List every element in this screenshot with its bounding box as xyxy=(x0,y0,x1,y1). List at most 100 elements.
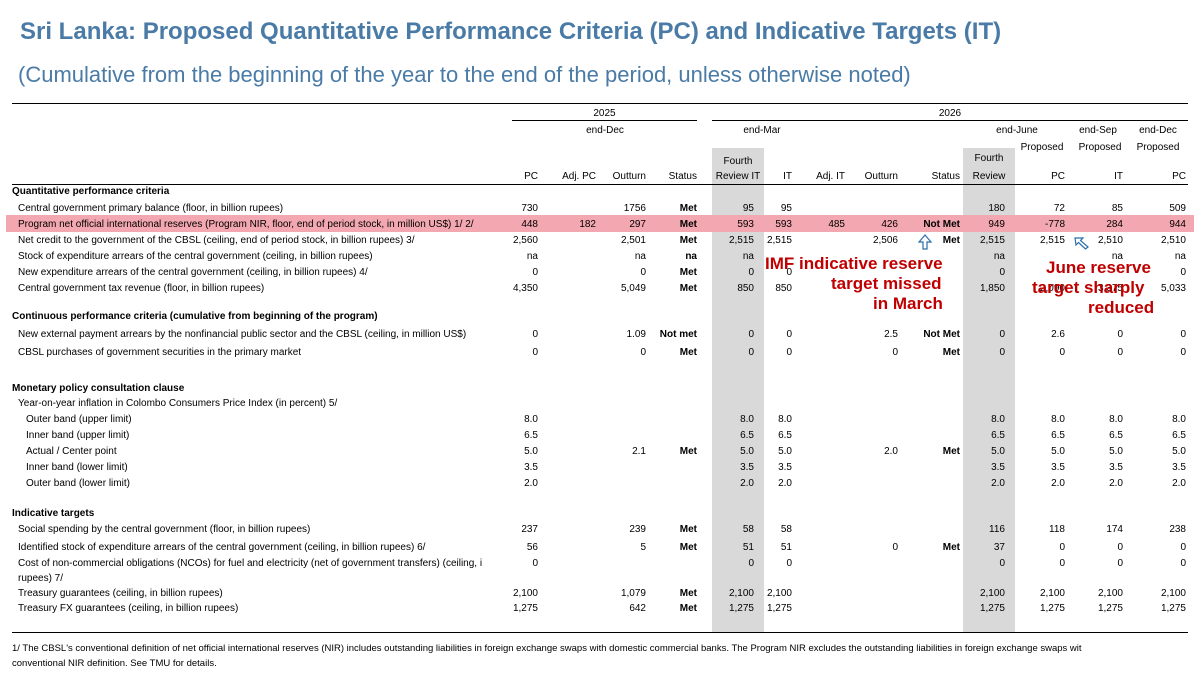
cell-r2-c11: 284 xyxy=(1106,219,1123,230)
cell-r14-c2: 2.1 xyxy=(632,446,646,457)
cell-r6-c12: 5,033 xyxy=(1160,283,1186,294)
period-end-mar: end-Mar xyxy=(743,125,781,136)
cell-r18-c2: 239 xyxy=(629,524,646,535)
cell-r3-c8: Met xyxy=(942,235,960,246)
proposed-june: Proposed xyxy=(1020,142,1064,153)
arrow-up-left-icon xyxy=(1074,237,1089,250)
cell-r6-c4: 850 xyxy=(737,283,754,294)
row-label-1: Central government primary balance (floo… xyxy=(18,203,284,214)
cell-r6-c10: 2,090 xyxy=(1039,283,1065,294)
cell-r4-c0: na xyxy=(526,251,538,262)
cell-r3-c0: 2,560 xyxy=(512,235,538,246)
row-label-13: Inner band (upper limit) xyxy=(26,430,130,441)
row-label-10: Monetary policy consultation clause xyxy=(12,383,185,394)
cell-r14-c11: 5.0 xyxy=(1109,446,1123,457)
cell-r3-c9: 2,515 xyxy=(979,235,1005,246)
cell-r2-c4: 593 xyxy=(737,219,754,230)
cell-r14-c10: 5.0 xyxy=(1051,446,1065,457)
row-label-21: rupees) 7/ xyxy=(18,573,64,584)
cell-r14-c9: 5.0 xyxy=(991,446,1005,457)
cell-r13-c5: 6.5 xyxy=(778,430,792,441)
cell-r18-c0: 237 xyxy=(521,524,538,535)
period-end-june: end-June xyxy=(996,125,1038,136)
cell-r20-c4: 0 xyxy=(748,558,754,569)
cell-r16-c5: 2.0 xyxy=(778,478,792,489)
col-header-5: IT xyxy=(783,171,792,182)
cell-r23-c11: 1,275 xyxy=(1097,603,1123,614)
cell-r3-c5: 2,515 xyxy=(766,235,792,246)
cell-r8-c3: Not met xyxy=(659,329,697,340)
cell-r4-c9: na xyxy=(993,251,1005,262)
cell-r22-c4: 2,100 xyxy=(728,588,754,599)
cell-r15-c11: 3.5 xyxy=(1109,462,1123,473)
col-header-10: PC xyxy=(1051,171,1065,182)
cell-r9-c5: 0 xyxy=(786,347,792,358)
cell-r22-c12: 2,100 xyxy=(1160,588,1186,599)
cell-r9-c11: 0 xyxy=(1117,347,1123,358)
cell-r19-c11: 0 xyxy=(1117,542,1123,553)
rule-2026 xyxy=(712,120,1188,121)
cell-r13-c9: 6.5 xyxy=(991,430,1005,441)
cell-r18-c11: 174 xyxy=(1106,524,1123,535)
annotation-june-line2: target sharply xyxy=(1032,278,1145,297)
cell-r8-c2: 1.09 xyxy=(626,329,646,340)
cell-r14-c12: 5.0 xyxy=(1172,446,1186,457)
row-label-5: New expenditure arrears of the central g… xyxy=(18,267,368,278)
cell-r9-c10: 0 xyxy=(1059,347,1065,358)
period-end-dec-2025: end-Dec xyxy=(586,125,624,136)
cell-r14-c4: 5.0 xyxy=(740,446,754,457)
row-label-9: CBSL purchases of government securities … xyxy=(18,347,302,358)
col-header-3: Status xyxy=(668,171,697,182)
row-label-15: Inner band (lower limit) xyxy=(26,462,128,473)
cell-r1-c4: 95 xyxy=(742,203,754,214)
cell-r8-c8: Not Met xyxy=(923,329,960,340)
cell-r15-c10: 3.5 xyxy=(1051,462,1065,473)
cell-r6-c0: 4,350 xyxy=(512,283,538,294)
cell-r9-c4: 0 xyxy=(748,347,754,358)
row-label-17: Indicative targets xyxy=(12,508,95,519)
cell-r18-c5: 58 xyxy=(780,524,792,535)
annotation-june-line1: June reserve xyxy=(1046,258,1151,277)
cell-r14-c0: 5.0 xyxy=(524,446,538,457)
cell-r8-c7: 2.5 xyxy=(884,329,898,340)
cell-r2-c9: 949 xyxy=(988,219,1005,230)
cell-r6-c3: Met xyxy=(679,283,697,294)
cell-r14-c8: Met xyxy=(942,446,960,457)
col-header-1: Adj. PC xyxy=(562,171,596,182)
cell-r1-c5: 95 xyxy=(780,203,792,214)
cell-r20-c12: 0 xyxy=(1180,558,1186,569)
row-label-14: Actual / Center point xyxy=(26,446,117,457)
cell-r2-c8: Not Met xyxy=(923,219,960,230)
footnote-line1: 1/ The CBSL's conventional definition of… xyxy=(12,643,1082,654)
cell-r23-c2: 642 xyxy=(629,603,646,614)
row-label-7: Continuous performance criteria (cumulat… xyxy=(12,311,378,322)
cell-r4-c4: na xyxy=(742,251,754,262)
cell-r16-c11: 2.0 xyxy=(1109,478,1123,489)
cell-r8-c4: 0 xyxy=(748,329,754,340)
col-header-6: Adj. IT xyxy=(816,171,845,182)
annotation-june-line3: reduced xyxy=(1088,298,1155,317)
cell-r22-c2: 1,079 xyxy=(620,588,646,599)
cell-r18-c10: 118 xyxy=(1049,524,1065,535)
cell-r3-c11: 2,510 xyxy=(1097,235,1123,246)
cell-r1-c12: 509 xyxy=(1169,203,1186,214)
cell-r6-c11: 3,375 xyxy=(1097,283,1123,294)
cell-r5-c4: 0 xyxy=(748,267,754,278)
cell-r13-c11: 6.5 xyxy=(1109,430,1123,441)
period-end-dec-2026: end-Dec xyxy=(1139,125,1177,136)
cell-r20-c0: 0 xyxy=(532,558,538,569)
col-header-7: Outturn xyxy=(864,171,898,182)
cell-r16-c12: 2.0 xyxy=(1172,478,1186,489)
cell-r4-c2: na xyxy=(634,251,646,262)
cell-r3-c4: 2,515 xyxy=(728,235,754,246)
cell-r20-c9: 0 xyxy=(999,558,1005,569)
cell-r20-c11: 0 xyxy=(1117,558,1123,569)
cell-r19-c3: Met xyxy=(679,542,697,553)
annotation-march-line1: IMF indicative reserve xyxy=(765,254,943,273)
cell-r9-c7: 0 xyxy=(892,347,898,358)
cell-r2-c1: 182 xyxy=(579,219,596,230)
cell-r8-c10: 2.6 xyxy=(1051,329,1065,340)
cell-r18-c3: Met xyxy=(679,524,697,535)
footnote-line2: conventional NIR definition. See TMU for… xyxy=(12,658,217,669)
cell-r8-c11: 0 xyxy=(1117,329,1123,340)
